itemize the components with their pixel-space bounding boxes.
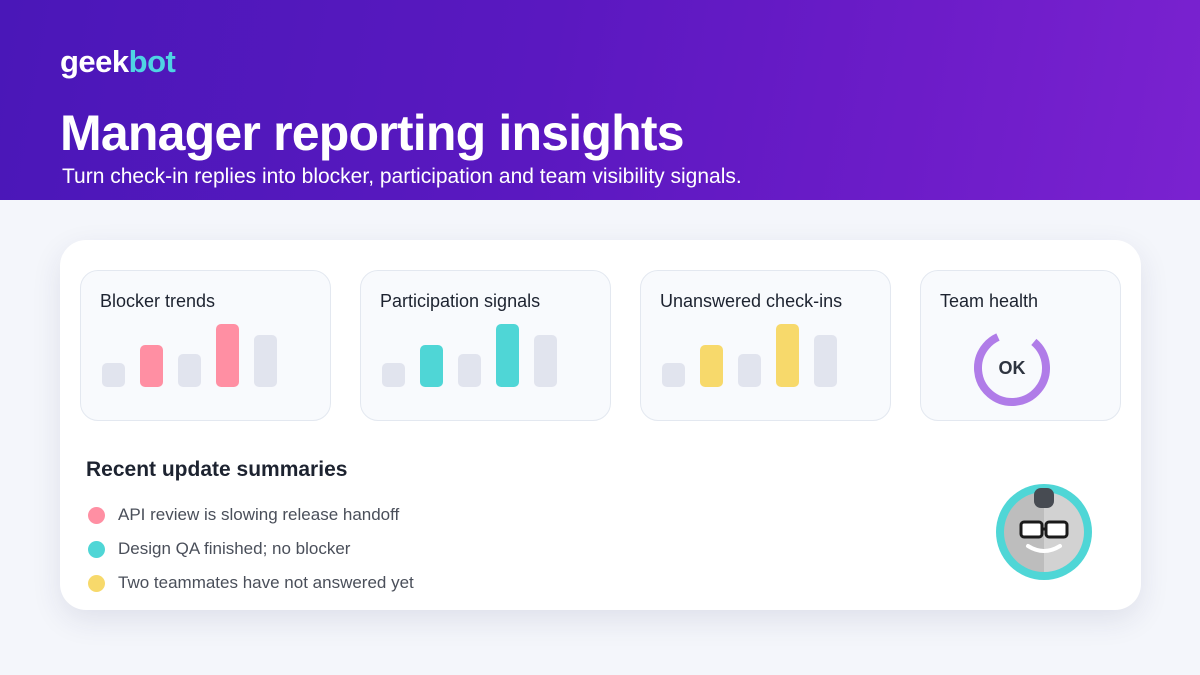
logo-text-geek: geek	[60, 44, 129, 79]
card-blocker-trends[interactable]: Blocker trends	[80, 270, 331, 421]
chart-bar	[776, 324, 799, 387]
card-title: Unanswered check-ins	[660, 291, 843, 311]
page-title: Manager reporting insights	[60, 105, 685, 161]
insights-panel: Blocker trends Participation signals Una…	[60, 240, 1141, 610]
chart-bar	[496, 324, 519, 387]
card-title: Participation signals	[380, 291, 541, 311]
hero-banner: geekbot Manager reporting insights Turn …	[0, 0, 1200, 200]
status-dot-icon	[88, 506, 105, 524]
status-dot-icon	[88, 574, 105, 592]
card-title: Team health	[940, 291, 1039, 311]
chart-bar	[102, 363, 125, 387]
summary-item[interactable]: Design QA finished; no blocker	[88, 532, 414, 566]
health-ring-icon	[974, 330, 1050, 406]
summary-text: API review is slowing release handoff	[118, 505, 400, 524]
summary-text: Two teammates have not answered yet	[118, 573, 414, 592]
summary-list: API review is slowing release handoff De…	[88, 498, 414, 600]
summary-item[interactable]: Two teammates have not answered yet	[88, 566, 414, 600]
summary-item[interactable]: API review is slowing release handoff	[88, 498, 414, 532]
bar-chart	[382, 323, 572, 387]
summary-text: Design QA finished; no blocker	[118, 539, 351, 558]
chart-bar	[178, 354, 201, 387]
card-title: Blocker trends	[100, 291, 216, 311]
chart-bar	[216, 324, 239, 387]
health-status: OK	[998, 358, 1026, 378]
robot-mascot-icon	[996, 484, 1092, 580]
card-participation-signals[interactable]: Participation signals	[360, 270, 611, 421]
bar-chart	[662, 323, 852, 387]
chart-bar	[140, 345, 163, 387]
chart-bar	[814, 335, 837, 387]
chart-bar	[738, 354, 761, 387]
chart-bar	[382, 363, 405, 387]
bar-chart	[102, 323, 292, 387]
logo-text-bot: bot	[128, 44, 176, 79]
chart-bar	[420, 345, 443, 387]
section-title-recent-summaries: Recent update summaries	[86, 458, 348, 481]
chart-bar	[534, 335, 557, 387]
page-subtitle: Turn check-in replies into blocker, part…	[62, 165, 742, 188]
chart-bar	[254, 335, 277, 387]
chart-bar	[700, 345, 723, 387]
card-unanswered-checkins[interactable]: Unanswered check-ins	[640, 270, 891, 421]
status-dot-icon	[88, 540, 105, 558]
card-team-health[interactable]: Team health OK	[920, 270, 1121, 421]
chart-bar	[662, 363, 685, 387]
chart-bar	[458, 354, 481, 387]
geekbot-logo[interactable]: geekbot	[60, 44, 176, 80]
